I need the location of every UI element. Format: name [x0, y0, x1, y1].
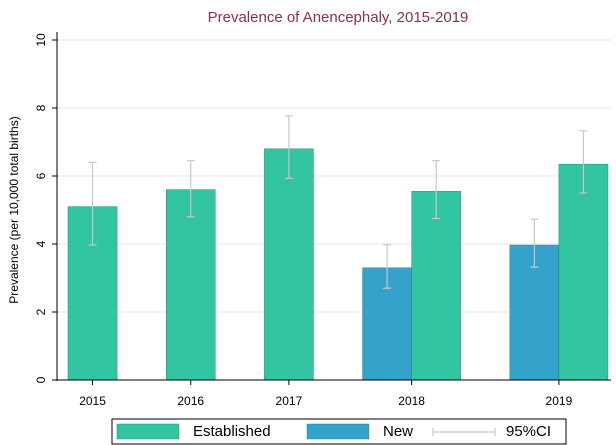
- legend-swatch: [306, 423, 370, 440]
- chart-title: Prevalence of Anencephaly, 2015-2019: [208, 9, 469, 26]
- legend-swatch: [116, 423, 180, 440]
- legend-label: New: [383, 423, 413, 440]
- x-tick-label: 2015: [79, 394, 106, 408]
- bar: [558, 163, 609, 381]
- x-tick-label: 2017: [276, 394, 303, 408]
- bar: [264, 148, 314, 381]
- bar: [411, 191, 461, 381]
- x-tick-label: 2018: [398, 394, 425, 408]
- legend-label: Established: [193, 423, 271, 440]
- x-tick-label: 2019: [546, 394, 573, 408]
- y-axis-label: Prevalence (per 10,000 total births): [7, 116, 21, 303]
- y-tick-label: 6: [34, 172, 48, 179]
- y-tick-label: 2: [34, 308, 48, 315]
- y-tick-label: 10: [34, 33, 48, 47]
- y-tick-label: 0: [34, 376, 48, 383]
- x-tick-label: 2016: [177, 394, 204, 408]
- legend-label: 95%CI: [506, 423, 551, 440]
- bar: [165, 189, 216, 381]
- y-tick-label: 4: [34, 240, 48, 247]
- y-tick-label: 8: [34, 104, 48, 111]
